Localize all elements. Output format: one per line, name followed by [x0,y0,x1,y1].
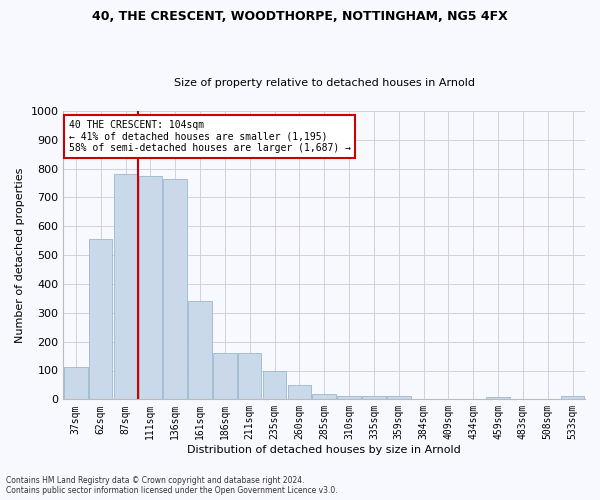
Bar [213,353,236,400]
Bar [387,396,410,400]
Bar [561,396,584,400]
Bar [313,394,336,400]
Text: Contains HM Land Registry data © Crown copyright and database right 2024.
Contai: Contains HM Land Registry data © Crown c… [6,476,338,495]
Bar [89,240,112,400]
Bar [139,176,162,400]
X-axis label: Distribution of detached houses by size in Arnold: Distribution of detached houses by size … [187,445,461,455]
Bar [188,302,212,400]
Bar [238,353,262,400]
Bar [163,179,187,400]
Text: 40, THE CRESCENT, WOODTHORPE, NOTTINGHAM, NG5 4FX: 40, THE CRESCENT, WOODTHORPE, NOTTINGHAM… [92,10,508,23]
Bar [114,174,137,400]
Title: Size of property relative to detached houses in Arnold: Size of property relative to detached ho… [174,78,475,88]
Text: 40 THE CRESCENT: 104sqm
← 41% of detached houses are smaller (1,195)
58% of semi: 40 THE CRESCENT: 104sqm ← 41% of detache… [68,120,350,153]
Bar [362,396,386,400]
Bar [287,385,311,400]
Bar [64,367,88,400]
Y-axis label: Number of detached properties: Number of detached properties [15,168,25,343]
Bar [486,398,510,400]
Bar [337,396,361,400]
Bar [263,372,286,400]
